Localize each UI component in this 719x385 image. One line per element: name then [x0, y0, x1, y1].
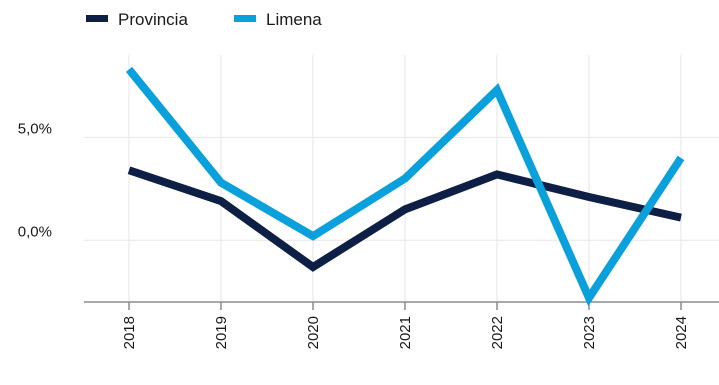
- series-line-provincia: [127, 166, 682, 272]
- y-tick-label: 0,0%: [18, 223, 52, 240]
- legend-label-provincia: Provincia: [118, 10, 188, 29]
- y-tick-label: 5,0%: [18, 120, 52, 137]
- series-lines: [125, 66, 685, 307]
- x-tick-label: 2023: [581, 316, 598, 349]
- x-tick-label: 2019: [213, 316, 230, 349]
- legend-label-limena: Limena: [266, 10, 322, 29]
- y-axis-ticks: 0,0% 5,0%: [18, 120, 52, 240]
- series-line-limena: [125, 66, 685, 307]
- x-tick-label: 2020: [305, 316, 322, 349]
- x-tick-label: 2021: [397, 316, 414, 349]
- legend: Provincia Limena: [86, 10, 322, 29]
- legend-swatch-provincia: [86, 15, 108, 22]
- x-tick-label: 2022: [489, 316, 506, 349]
- legend-swatch-limena: [234, 15, 256, 22]
- x-tick-label: 2018: [121, 316, 138, 349]
- x-tick-label: 2024: [673, 316, 690, 349]
- x-axis-ticks: 2018 2019 2020 2021 2022 2023 2024: [121, 302, 690, 349]
